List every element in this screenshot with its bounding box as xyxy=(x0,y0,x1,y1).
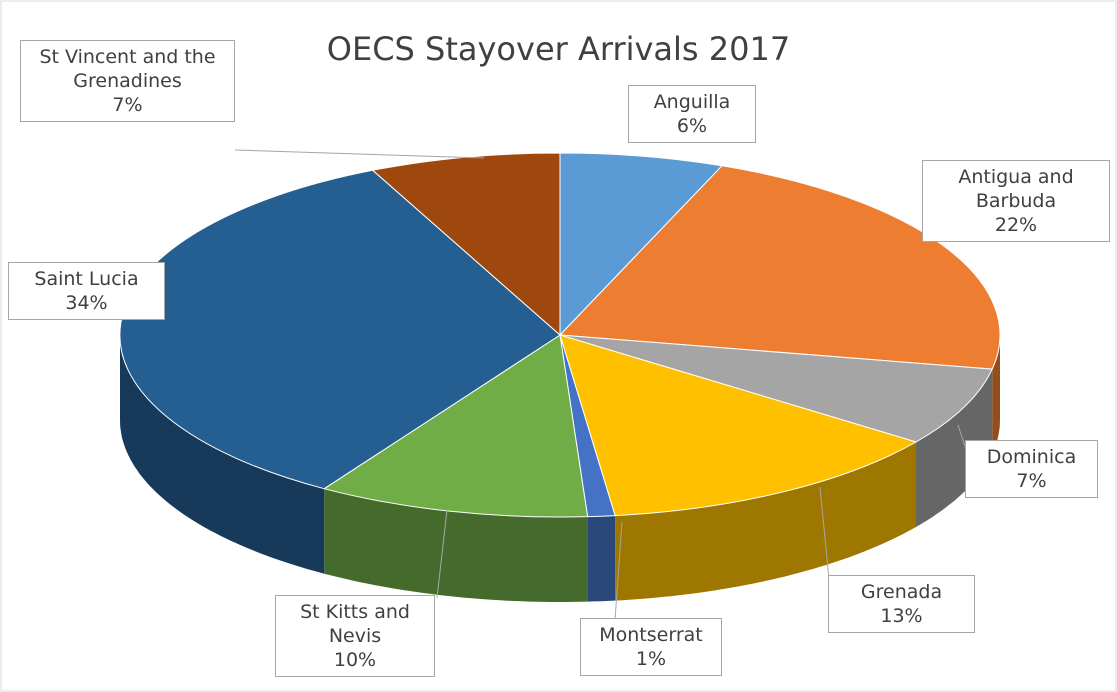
slice-side xyxy=(587,515,616,602)
leader-line xyxy=(436,509,448,599)
data-label: Dominica 7% xyxy=(965,440,1098,498)
data-label: St Vincent and the Grenadines 7% xyxy=(20,40,235,122)
label-value: 13% xyxy=(880,605,923,627)
label-category: Antigua and Barbuda xyxy=(958,166,1074,212)
slice xyxy=(559,334,993,443)
label-category: Anguilla xyxy=(653,91,731,113)
label-category: Montserrat xyxy=(599,624,703,646)
slice-side xyxy=(120,335,325,574)
data-label: Montserrat 1% xyxy=(580,618,722,676)
label-category: Grenada xyxy=(860,581,943,603)
data-label: Grenada 13% xyxy=(828,575,975,633)
label-value: 1% xyxy=(635,648,667,670)
chart-title: OECS Stayover Arrivals 2017 xyxy=(326,30,791,68)
slice-side xyxy=(324,488,588,602)
slice xyxy=(322,334,589,518)
label-category: St Vincent and the Grenadines xyxy=(39,46,216,92)
data-label: Saint Lucia 34% xyxy=(8,262,165,320)
label-category: St Kitts and Nevis xyxy=(300,601,410,647)
label-value: 22% xyxy=(994,214,1038,236)
slice-side xyxy=(615,442,916,601)
label-value: 7% xyxy=(112,94,143,116)
leader-line xyxy=(614,521,623,621)
label-value: 34% xyxy=(65,292,108,314)
label-value: 7% xyxy=(1016,470,1047,492)
label-category: Saint Lucia xyxy=(34,268,139,290)
slice xyxy=(119,169,561,490)
leader-line xyxy=(819,486,831,591)
label-value: 10% xyxy=(333,649,377,671)
label-category: Dominica xyxy=(986,446,1077,468)
data-label: St Kitts and Nevis 10% xyxy=(275,595,435,677)
slice xyxy=(559,152,724,337)
leader-line xyxy=(234,149,485,159)
label-value: 6% xyxy=(676,115,708,137)
slice xyxy=(558,165,1001,370)
slice-side xyxy=(916,369,993,527)
data-label: Antigua and Barbuda 22% xyxy=(922,160,1110,242)
data-label: Anguilla 6% xyxy=(628,85,756,143)
slice xyxy=(559,334,918,517)
